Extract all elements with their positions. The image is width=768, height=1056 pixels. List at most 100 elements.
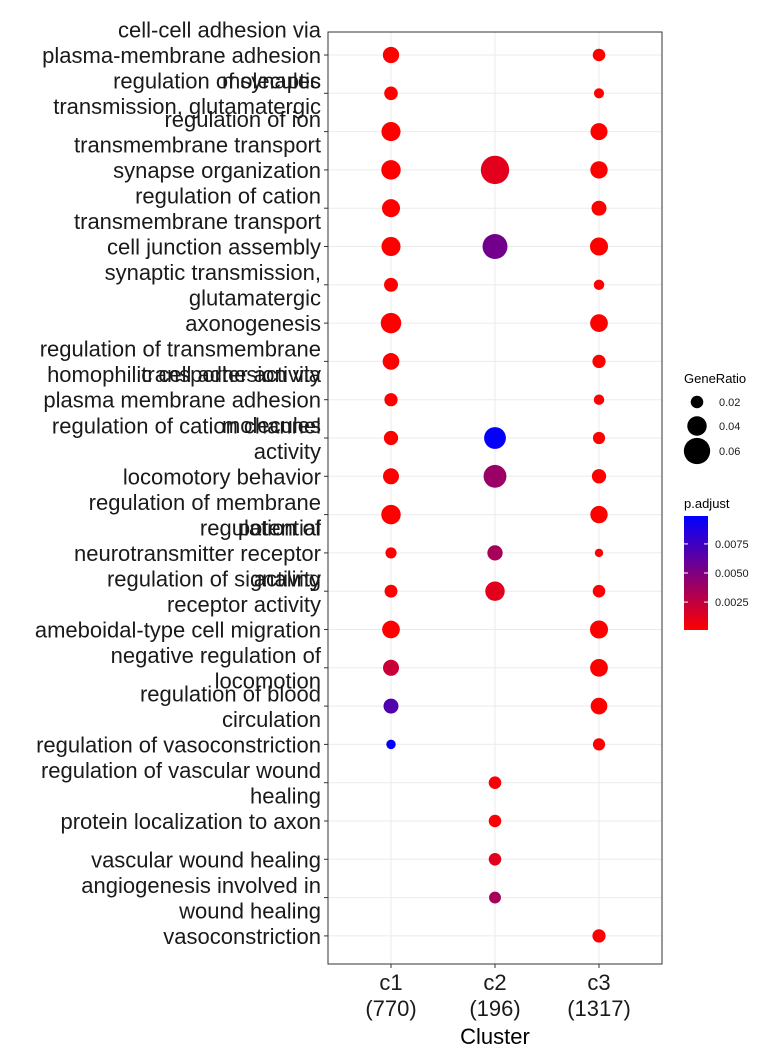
- data-point: [591, 469, 607, 484]
- legend-size-key: [687, 416, 707, 436]
- y-axis-label-line: vascular wound healing: [91, 847, 321, 872]
- x-axis-count: (1317): [567, 996, 631, 1021]
- x-axis-label: c3: [587, 970, 610, 995]
- y-axis-label: homophilic cell adhesion via plasma membr…: [43, 362, 321, 438]
- y-axis-label: regulation of vascular wound healing: [41, 758, 321, 809]
- data-point: [480, 155, 510, 185]
- y-axis-label-line: plasma membrane adhesion: [43, 388, 321, 413]
- legend-colorbar-label: 0.0025: [715, 597, 749, 609]
- y-axis-label-line: axonogenesis: [185, 311, 321, 336]
- legend-gene-ratio-title: GeneRatio: [684, 371, 746, 386]
- y-axis-label-line: molecules: [222, 69, 321, 94]
- y-axis-label: regulation of ion transmembrane transport: [74, 107, 321, 158]
- y-axis-label: angiogenesis involved in wound healing: [81, 873, 321, 924]
- y-axis-label: protein localization to axon: [61, 809, 322, 834]
- y-axis-label-line: receptor activity: [167, 592, 321, 617]
- data-point: [592, 929, 606, 943]
- y-axis-label: regulation of vasoconstriction: [36, 732, 321, 757]
- data-point: [592, 584, 606, 598]
- legend-p-adjust: p.adjust 0.0075 0.0050 0.0025: [684, 496, 749, 630]
- y-axis-label: vascular wound healing: [91, 847, 321, 872]
- data-point: [381, 122, 401, 142]
- x-axis-labels: c1(770) c2(196) c3(1317): [365, 964, 631, 1021]
- data-point: [384, 393, 398, 407]
- data-point: [589, 237, 609, 256]
- x-axis-count: (770): [365, 996, 416, 1021]
- y-axis-label-line: transporter activity: [141, 362, 321, 387]
- data-point: [482, 234, 508, 259]
- y-axis-label-line: regulation of transmembrane: [40, 337, 321, 362]
- data-point: [384, 86, 398, 101]
- y-axis-label-line: angiogenesis involved in: [81, 873, 321, 898]
- data-point: [484, 427, 506, 449]
- data-point: [594, 548, 604, 558]
- data-point: [382, 353, 400, 370]
- y-axis-label-line: homophilic cell adhesion via: [47, 362, 322, 387]
- y-axis-label-line: locomotion: [215, 669, 321, 694]
- y-axis-label-line: synapse organization: [113, 158, 321, 183]
- y-axis-label: regulation of cation transmembrane transp…: [74, 183, 321, 234]
- y-axis-label-line: healing: [250, 783, 321, 808]
- data-point: [488, 776, 502, 789]
- legend-colorbar-label: 0.0050: [715, 568, 749, 580]
- data-point: [590, 505, 608, 524]
- y-axis-label: axonogenesis: [185, 311, 321, 336]
- y-axis-label-line: wound healing: [178, 898, 321, 923]
- y-axis-label: regulation of synaptic transmission, glut…: [53, 69, 321, 120]
- data-point: [384, 277, 398, 292]
- y-axis-label: synapse organization: [113, 158, 321, 183]
- data-point: [383, 430, 399, 446]
- y-axis-label-line: locomotory behavior: [123, 464, 321, 489]
- y-axis-label-line: activity: [254, 439, 321, 464]
- y-axis-label-line: regulation of signaling: [107, 566, 321, 591]
- data-point: [485, 581, 505, 601]
- data-point: [589, 620, 609, 639]
- data-point: [592, 354, 606, 369]
- y-axis-label-line: regulation of vascular wound: [41, 758, 321, 783]
- legend-p-adjust-title: p.adjust: [684, 496, 730, 511]
- legend-size-key: [683, 437, 711, 465]
- legend-size-label: 0.02: [719, 397, 740, 409]
- y-axis-label: regulation of membrane potential: [89, 490, 321, 541]
- data-point: [488, 853, 502, 866]
- y-axis-label-line: regulation of cation: [135, 183, 321, 208]
- y-axis-label-line: regulation of blood: [140, 681, 321, 706]
- y-axis-label: regulation of transmembrane transporter a…: [40, 337, 321, 388]
- y-axis-label-line: regulation of ion: [164, 107, 321, 132]
- y-axis-label: vasoconstriction: [163, 924, 321, 949]
- data-point: [381, 160, 401, 180]
- y-axis-label: regulation of neurotransmitter receptor ac…: [74, 515, 322, 591]
- data-point: [383, 468, 399, 485]
- data-point: [385, 547, 397, 559]
- data-point: [382, 620, 400, 639]
- data-point: [489, 891, 501, 904]
- data-point: [383, 698, 399, 714]
- data-point: [382, 46, 400, 64]
- data-point: [487, 545, 503, 561]
- data-point: [380, 312, 402, 334]
- data-point: [593, 279, 605, 291]
- y-axis-label-line: regulation of synaptic: [113, 69, 321, 94]
- y-axis-label-line: ameboidal-type cell migration: [35, 618, 321, 643]
- y-axis-label-line: circulation: [222, 707, 321, 732]
- y-axis-label: negative regulation of locomotion: [111, 643, 322, 694]
- y-axis-label-line: negative regulation of: [111, 643, 322, 668]
- y-axis-label-line: synaptic transmission,: [105, 260, 321, 285]
- y-axis-label-line: regulation of: [200, 515, 322, 540]
- data-point: [592, 48, 606, 62]
- y-axis-label: ameboidal-type cell migration: [35, 618, 321, 643]
- legend-size-key: [690, 395, 704, 409]
- y-axis-label: synaptic transmission, glutamatergic: [105, 260, 321, 311]
- y-axis-label-line: protein localization to axon: [61, 809, 322, 834]
- y-axis-label-line: cell junction assembly: [107, 235, 321, 260]
- y-axis-label-line: potential: [238, 515, 321, 540]
- data-point: [592, 431, 606, 445]
- data-point: [593, 394, 605, 405]
- legend-size-label: 0.06: [719, 446, 740, 458]
- data-point: [590, 314, 608, 332]
- data-point: [488, 814, 502, 828]
- legend-gene-ratio: GeneRatio 0.02 0.04 0.06: [683, 371, 746, 465]
- y-axis-label: regulation of cation channel activity: [52, 413, 321, 464]
- data-point: [590, 658, 608, 677]
